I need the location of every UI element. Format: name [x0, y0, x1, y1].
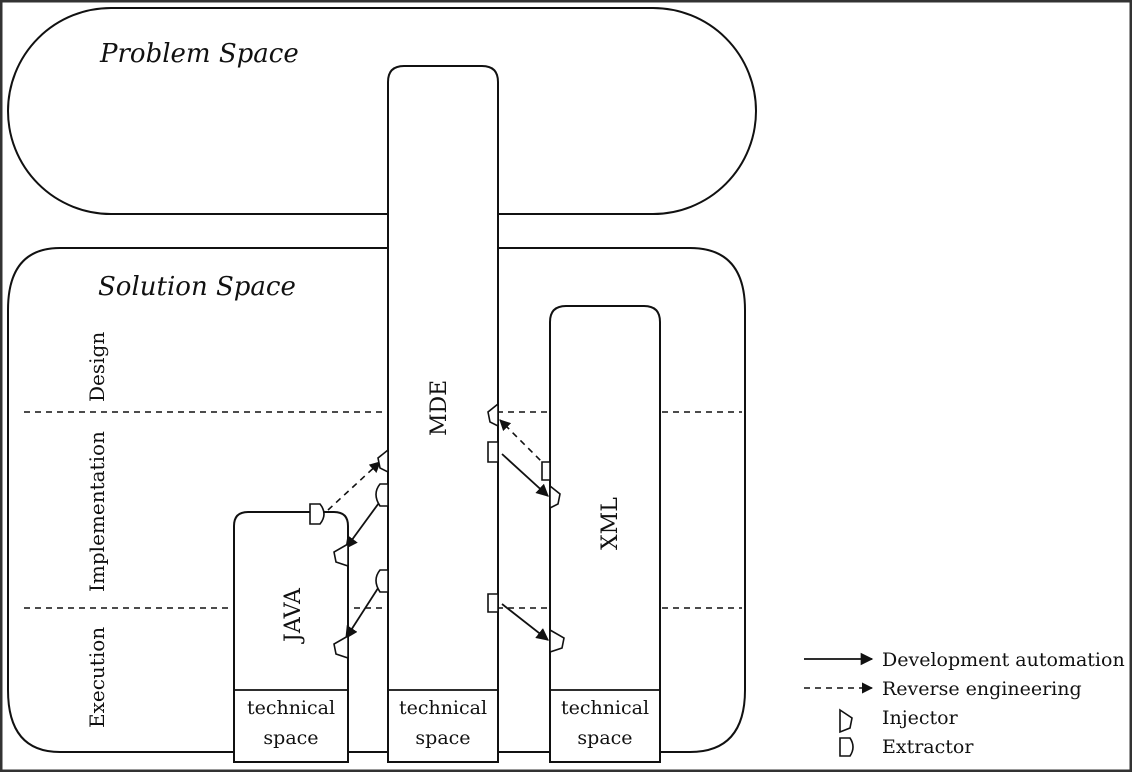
xml-footer-line1: technical [561, 697, 649, 719]
level-label-design: Design [85, 332, 109, 402]
legend-injector-label: Injector [882, 707, 959, 729]
development-arrow-mde-to-java-execution [345, 581, 383, 640]
mde-column [387, 65, 499, 763]
reverse-engineering-arrow-xml-to-mde [499, 419, 549, 469]
injector-icon [487, 402, 499, 428]
injector-icon [333, 634, 349, 660]
xml-column-label: XML [598, 497, 623, 550]
level-label-execution: Execution [85, 627, 109, 728]
injector-icon [549, 484, 561, 510]
java-footer-line2: space [263, 727, 318, 749]
legend-reverse-label: Reverse engineering [882, 678, 1082, 700]
java-column [233, 511, 349, 763]
legend-injector-icon [839, 708, 853, 734]
extractor-icon [487, 441, 499, 463]
extractor-icon [309, 503, 325, 525]
mde-footer-line1: technical [399, 697, 487, 719]
extractor-icon [487, 593, 499, 613]
legend: Development automation Reverse engineeri… [804, 649, 1125, 758]
development-arrow-mde-to-xml-implementation [501, 453, 549, 497]
mde-column-label: MDE [427, 380, 452, 436]
legend-development-label: Development automation [882, 649, 1125, 671]
injector-icon [549, 628, 565, 654]
extractor-icon [375, 569, 389, 593]
development-arrow-mde-to-java-implementation [345, 495, 385, 550]
mde-footer-line2: space [415, 727, 470, 749]
legend-extractor-label: Extractor [882, 736, 974, 758]
problem-space-label: Problem Space [99, 39, 299, 69]
java-footer-line1: technical [247, 697, 335, 719]
development-arrow-mde-to-xml-execution [501, 603, 549, 641]
extractor-icon [541, 461, 551, 481]
java-column-label: JAVA [281, 587, 306, 644]
legend-extractor-icon [839, 737, 854, 757]
problem-space-region [7, 7, 757, 215]
xml-footer-line2: space [577, 727, 632, 749]
solution-space-label: Solution Space [98, 272, 296, 302]
extractor-icon [375, 483, 389, 507]
reverse-engineering-arrow-java-to-mde [327, 461, 381, 511]
level-label-implementation: Implementation [85, 431, 109, 592]
xml-column [549, 305, 661, 763]
injector-icon [333, 542, 349, 568]
injector-icon [377, 448, 389, 474]
